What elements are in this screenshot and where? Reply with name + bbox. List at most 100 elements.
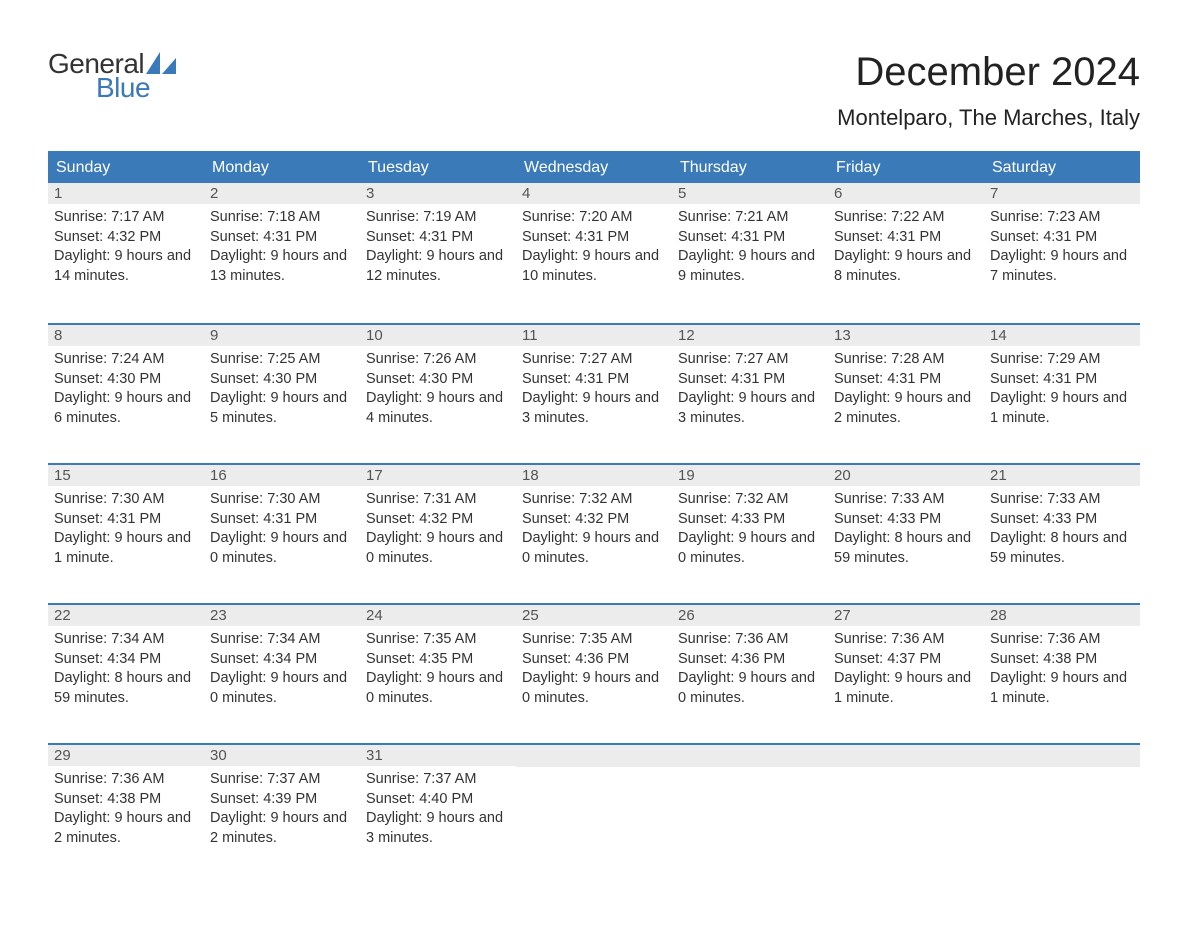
daylight-line: Daylight: 9 hours and 2 minutes. (834, 389, 978, 428)
sunset-line: Sunset: 4:30 PM (210, 370, 354, 390)
page-title: December 2024 (837, 50, 1140, 95)
day-number: 23 (204, 605, 360, 626)
calendar-cell: 22Sunrise: 7:34 AMSunset: 4:34 PMDayligh… (48, 603, 204, 743)
daylight-line: Daylight: 9 hours and 1 minute. (54, 529, 198, 568)
sunrise-line: Sunrise: 7:30 AM (210, 490, 354, 510)
daylight-line: Daylight: 9 hours and 0 minutes. (522, 529, 666, 568)
daylight-line: Daylight: 9 hours and 0 minutes. (678, 669, 822, 708)
day-data: Sunrise: 7:36 AMSunset: 4:38 PMDaylight:… (984, 626, 1140, 716)
day-number: 30 (204, 745, 360, 766)
sunset-line: Sunset: 4:35 PM (366, 650, 510, 670)
title-block: December 2024 Montelparo, The Marches, I… (837, 50, 1140, 131)
sunset-line: Sunset: 4:36 PM (678, 650, 822, 670)
sunrise-line: Sunrise: 7:37 AM (210, 770, 354, 790)
sunrise-line: Sunrise: 7:25 AM (210, 350, 354, 370)
daylight-line: Daylight: 9 hours and 0 minutes. (522, 669, 666, 708)
sunrise-line: Sunrise: 7:17 AM (54, 208, 198, 228)
daylight-line: Daylight: 9 hours and 10 minutes. (522, 247, 666, 286)
calendar-cell: 11Sunrise: 7:27 AMSunset: 4:31 PMDayligh… (516, 323, 672, 463)
weekday-header: Saturday (984, 152, 1140, 183)
calendar-cell: 15Sunrise: 7:30 AMSunset: 4:31 PMDayligh… (48, 463, 204, 603)
calendar-cell: 17Sunrise: 7:31 AMSunset: 4:32 PMDayligh… (360, 463, 516, 603)
daylight-line: Daylight: 9 hours and 0 minutes. (366, 529, 510, 568)
day-number: 27 (828, 605, 984, 626)
day-data: Sunrise: 7:36 AMSunset: 4:37 PMDaylight:… (828, 626, 984, 716)
sunset-line: Sunset: 4:31 PM (522, 370, 666, 390)
calendar-cell (672, 743, 828, 883)
day-data: Sunrise: 7:24 AMSunset: 4:30 PMDaylight:… (48, 346, 204, 436)
calendar-row: 8Sunrise: 7:24 AMSunset: 4:30 PMDaylight… (48, 323, 1140, 463)
day-data: Sunrise: 7:30 AMSunset: 4:31 PMDaylight:… (204, 486, 360, 576)
sunrise-line: Sunrise: 7:37 AM (366, 770, 510, 790)
sunrise-line: Sunrise: 7:33 AM (990, 490, 1134, 510)
calendar-cell: 12Sunrise: 7:27 AMSunset: 4:31 PMDayligh… (672, 323, 828, 463)
daylight-line: Daylight: 9 hours and 3 minutes. (522, 389, 666, 428)
location: Montelparo, The Marches, Italy (837, 105, 1140, 131)
day-number: 28 (984, 605, 1140, 626)
calendar-cell: 20Sunrise: 7:33 AMSunset: 4:33 PMDayligh… (828, 463, 984, 603)
sunrise-line: Sunrise: 7:20 AM (522, 208, 666, 228)
daylight-line: Daylight: 9 hours and 2 minutes. (54, 809, 198, 848)
sunrise-line: Sunrise: 7:34 AM (210, 630, 354, 650)
day-number: 25 (516, 605, 672, 626)
daylight-line: Daylight: 9 hours and 4 minutes. (366, 389, 510, 428)
calendar-cell: 24Sunrise: 7:35 AMSunset: 4:35 PMDayligh… (360, 603, 516, 743)
day-data: Sunrise: 7:19 AMSunset: 4:31 PMDaylight:… (360, 204, 516, 294)
calendar-cell: 21Sunrise: 7:33 AMSunset: 4:33 PMDayligh… (984, 463, 1140, 603)
daylight-line: Daylight: 9 hours and 7 minutes. (990, 247, 1134, 286)
daylight-line: Daylight: 8 hours and 59 minutes. (990, 529, 1134, 568)
day-data: Sunrise: 7:32 AMSunset: 4:32 PMDaylight:… (516, 486, 672, 576)
day-data: Sunrise: 7:28 AMSunset: 4:31 PMDaylight:… (828, 346, 984, 436)
day-data: Sunrise: 7:27 AMSunset: 4:31 PMDaylight:… (672, 346, 828, 436)
daylight-line: Daylight: 9 hours and 5 minutes. (210, 389, 354, 428)
day-number: 9 (204, 325, 360, 346)
day-data: Sunrise: 7:18 AMSunset: 4:31 PMDaylight:… (204, 204, 360, 294)
sunset-line: Sunset: 4:38 PM (54, 790, 198, 810)
calendar-cell: 18Sunrise: 7:32 AMSunset: 4:32 PMDayligh… (516, 463, 672, 603)
day-number: 22 (48, 605, 204, 626)
sunset-line: Sunset: 4:30 PM (366, 370, 510, 390)
sunrise-line: Sunrise: 7:21 AM (678, 208, 822, 228)
day-number: 12 (672, 325, 828, 346)
calendar-cell: 27Sunrise: 7:36 AMSunset: 4:37 PMDayligh… (828, 603, 984, 743)
logo: General Blue (48, 50, 176, 102)
day-number: 17 (360, 465, 516, 486)
calendar-cell: 25Sunrise: 7:35 AMSunset: 4:36 PMDayligh… (516, 603, 672, 743)
daylight-line: Daylight: 9 hours and 3 minutes. (366, 809, 510, 848)
calendar-body: 1Sunrise: 7:17 AMSunset: 4:32 PMDaylight… (48, 183, 1140, 883)
day-data: Sunrise: 7:37 AMSunset: 4:40 PMDaylight:… (360, 766, 516, 856)
day-number: 20 (828, 465, 984, 486)
sunset-line: Sunset: 4:32 PM (366, 510, 510, 530)
sunset-line: Sunset: 4:32 PM (54, 228, 198, 248)
day-data: Sunrise: 7:17 AMSunset: 4:32 PMDaylight:… (48, 204, 204, 294)
calendar-cell: 13Sunrise: 7:28 AMSunset: 4:31 PMDayligh… (828, 323, 984, 463)
sunrise-line: Sunrise: 7:29 AM (990, 350, 1134, 370)
calendar-cell: 9 Sunrise: 7:25 AMSunset: 4:30 PMDaylight… (204, 323, 360, 463)
header: General Blue December 2024 Montelparo, T… (48, 50, 1140, 131)
sunrise-line: Sunrise: 7:34 AM (54, 630, 198, 650)
daylight-line: Daylight: 9 hours and 12 minutes. (366, 247, 510, 286)
calendar-cell: 5Sunrise: 7:21 AMSunset: 4:31 PMDaylight… (672, 183, 828, 323)
sunset-line: Sunset: 4:33 PM (834, 510, 978, 530)
weekday-header: Thursday (672, 152, 828, 183)
day-data: Sunrise: 7:27 AMSunset: 4:31 PMDaylight:… (516, 346, 672, 436)
sunrise-line: Sunrise: 7:26 AM (366, 350, 510, 370)
daylight-line: Daylight: 9 hours and 0 minutes. (210, 669, 354, 708)
daylight-line: Daylight: 9 hours and 1 minute. (990, 389, 1134, 428)
sunset-line: Sunset: 4:34 PM (54, 650, 198, 670)
weekday-header-row: Sunday Monday Tuesday Wednesday Thursday… (48, 152, 1140, 183)
day-data: Sunrise: 7:21 AMSunset: 4:31 PMDaylight:… (672, 204, 828, 294)
day-number: 26 (672, 605, 828, 626)
calendar-cell: 2Sunrise: 7:18 AMSunset: 4:31 PMDaylight… (204, 183, 360, 323)
calendar-cell: 23Sunrise: 7:34 AMSunset: 4:34 PMDayligh… (204, 603, 360, 743)
day-data: Sunrise: 7:32 AMSunset: 4:33 PMDaylight:… (672, 486, 828, 576)
daylight-line: Daylight: 8 hours and 59 minutes. (834, 529, 978, 568)
sunset-line: Sunset: 4:31 PM (54, 510, 198, 530)
sunset-line: Sunset: 4:31 PM (834, 370, 978, 390)
weekday-header: Friday (828, 152, 984, 183)
day-number: 13 (828, 325, 984, 346)
daylight-line: Daylight: 9 hours and 0 minutes. (678, 529, 822, 568)
sunrise-line: Sunrise: 7:36 AM (834, 630, 978, 650)
day-number: 5 (672, 183, 828, 204)
day-number: 4 (516, 183, 672, 204)
